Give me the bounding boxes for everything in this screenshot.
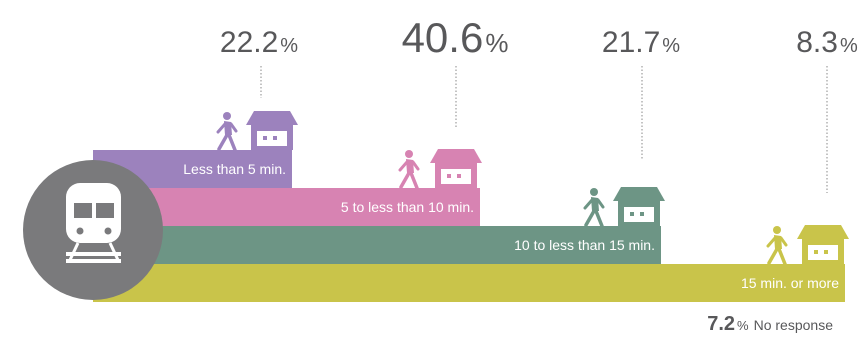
bar-3 bbox=[93, 226, 661, 264]
person-walking-icon bbox=[398, 150, 420, 190]
house-icon bbox=[246, 111, 298, 150]
bar-label-1: Less than 5 min. bbox=[183, 161, 286, 177]
value-label-1: 22.2% bbox=[220, 26, 298, 59]
no-response-unit: % bbox=[737, 318, 749, 333]
value-label-2: 40.6% bbox=[402, 14, 509, 61]
bar-4 bbox=[93, 264, 845, 302]
no-response-value: 7.2 bbox=[707, 313, 735, 335]
train-icon bbox=[23, 160, 163, 300]
bar-label-4: 15 min. or more bbox=[741, 275, 839, 291]
bar-label-3: 10 to less than 15 min. bbox=[514, 237, 655, 253]
house-icon bbox=[430, 149, 482, 188]
bar-label-2: 5 to less than 10 min. bbox=[341, 199, 474, 215]
value-label-4: 8.3% bbox=[796, 26, 858, 59]
person-walking-icon bbox=[216, 112, 238, 152]
house-icon bbox=[613, 187, 665, 226]
no-response-label: No response bbox=[754, 317, 834, 333]
person-walking-icon bbox=[583, 188, 605, 228]
value-label-3: 21.7% bbox=[602, 26, 680, 59]
no-response-text: 7.2% No response bbox=[707, 313, 833, 335]
person-walking-icon bbox=[766, 226, 788, 266]
house-icon bbox=[797, 225, 849, 264]
